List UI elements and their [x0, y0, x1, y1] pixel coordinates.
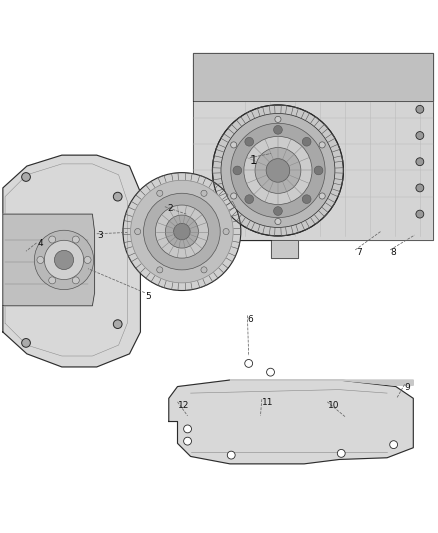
Circle shape [267, 368, 275, 376]
Circle shape [231, 142, 237, 148]
Circle shape [54, 251, 74, 270]
Circle shape [49, 277, 56, 284]
Circle shape [49, 236, 56, 243]
Circle shape [416, 106, 424, 113]
Circle shape [233, 166, 242, 175]
Circle shape [173, 223, 190, 240]
Text: 4: 4 [37, 239, 43, 248]
Circle shape [319, 193, 325, 199]
Circle shape [155, 205, 208, 258]
Circle shape [221, 114, 335, 228]
Polygon shape [3, 214, 95, 306]
Circle shape [84, 256, 91, 263]
Polygon shape [193, 53, 433, 240]
Circle shape [314, 166, 323, 175]
Circle shape [416, 158, 424, 166]
Circle shape [201, 190, 207, 196]
Circle shape [245, 195, 254, 204]
Circle shape [416, 184, 424, 192]
Text: 6: 6 [247, 315, 253, 324]
Circle shape [255, 148, 301, 193]
Circle shape [319, 142, 325, 148]
Circle shape [231, 193, 237, 199]
Circle shape [144, 193, 220, 270]
Circle shape [72, 236, 79, 243]
Circle shape [157, 190, 163, 196]
Circle shape [184, 425, 191, 433]
Circle shape [21, 338, 30, 348]
Circle shape [244, 136, 312, 205]
Circle shape [212, 105, 343, 236]
Circle shape [227, 451, 235, 459]
Circle shape [416, 132, 424, 140]
Text: 9: 9 [405, 383, 410, 392]
Circle shape [131, 180, 233, 283]
Polygon shape [193, 53, 433, 101]
Circle shape [275, 219, 281, 224]
Circle shape [166, 215, 198, 248]
Circle shape [274, 207, 283, 215]
Text: 11: 11 [262, 398, 274, 407]
Circle shape [21, 173, 30, 181]
Circle shape [231, 123, 325, 217]
Circle shape [337, 449, 345, 457]
Circle shape [245, 138, 254, 146]
Circle shape [266, 159, 290, 182]
Circle shape [157, 267, 163, 273]
Circle shape [44, 240, 84, 280]
Circle shape [123, 173, 241, 290]
Circle shape [302, 138, 311, 146]
Text: 7: 7 [356, 248, 362, 257]
Text: 2: 2 [167, 204, 173, 213]
Circle shape [134, 229, 141, 235]
Circle shape [72, 277, 79, 284]
Circle shape [390, 441, 398, 449]
Text: 12: 12 [177, 401, 189, 410]
Text: 8: 8 [391, 248, 396, 257]
Text: 10: 10 [328, 401, 339, 410]
Polygon shape [230, 380, 413, 385]
Text: 5: 5 [145, 292, 151, 301]
Polygon shape [193, 240, 297, 258]
Circle shape [245, 359, 253, 367]
Circle shape [201, 267, 207, 273]
Circle shape [37, 256, 44, 263]
Polygon shape [3, 155, 141, 367]
Circle shape [113, 320, 122, 328]
Text: 1: 1 [249, 155, 257, 167]
Text: 3: 3 [97, 231, 103, 239]
Circle shape [34, 230, 94, 289]
Circle shape [113, 192, 122, 201]
Circle shape [302, 195, 311, 204]
Circle shape [275, 116, 281, 123]
Circle shape [274, 125, 283, 134]
Circle shape [416, 210, 424, 218]
Circle shape [184, 437, 191, 445]
Circle shape [223, 229, 229, 235]
Polygon shape [169, 380, 413, 464]
